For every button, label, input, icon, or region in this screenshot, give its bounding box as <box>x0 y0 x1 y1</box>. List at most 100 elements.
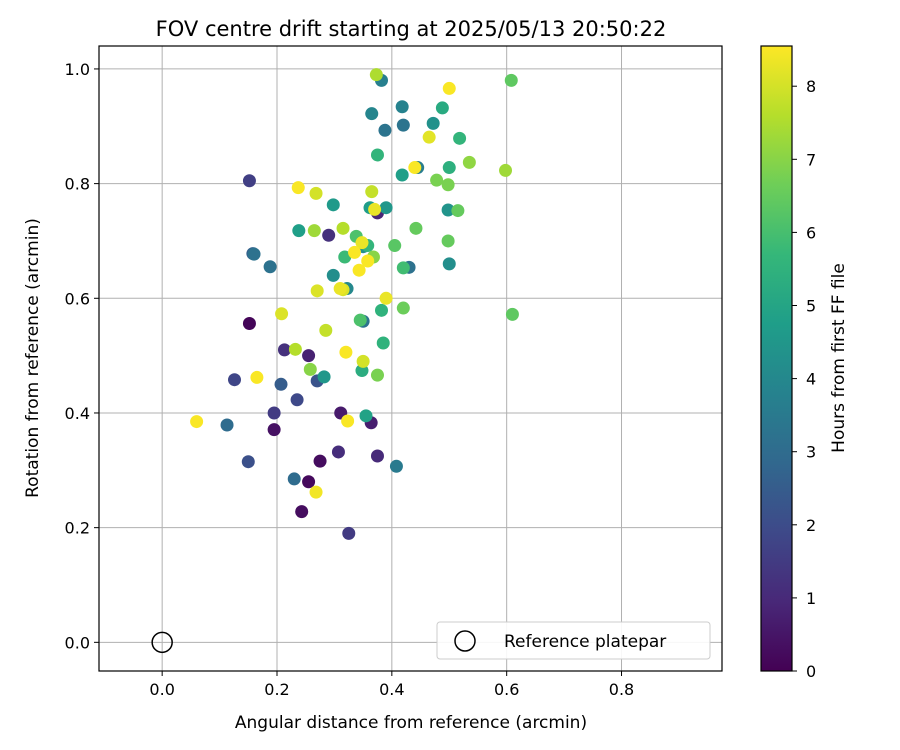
data-point <box>352 263 366 277</box>
data-point <box>348 245 362 259</box>
plot-frame <box>98 45 723 672</box>
data-point <box>290 393 304 407</box>
data-point <box>430 173 444 187</box>
colorbar: 0 1 2 3 4 5 6 7 8 Hours from first FF file <box>760 45 849 681</box>
data-point <box>369 68 383 82</box>
data-point <box>339 345 353 359</box>
data-point <box>422 130 436 144</box>
colorbar-tick-label: 2 <box>806 516 816 535</box>
data-point <box>307 224 321 238</box>
data-point <box>395 100 409 114</box>
data-point <box>462 155 476 169</box>
colorbar-tick-label: 4 <box>806 370 816 389</box>
data-point <box>365 185 379 199</box>
data-point <box>295 505 309 519</box>
colorbar-tick-label: 1 <box>806 589 816 608</box>
data-point <box>302 349 316 363</box>
data-point <box>309 485 323 499</box>
data-point <box>353 313 367 327</box>
x-tick-label: 0.6 <box>494 680 519 699</box>
data-point <box>228 373 242 387</box>
data-point <box>370 368 384 382</box>
data-point <box>336 221 350 235</box>
data-point <box>441 234 455 248</box>
colorbar-tick-label: 6 <box>806 223 816 242</box>
data-point <box>355 236 369 250</box>
legend: Reference platepar <box>436 621 711 660</box>
colorbar-tick-label: 8 <box>806 77 816 96</box>
data-point <box>368 202 382 216</box>
colorbar-frame <box>760 45 793 672</box>
data-point <box>288 342 302 356</box>
data-point <box>190 415 204 429</box>
y-tick-label: 0.0 <box>65 633 90 652</box>
data-point <box>375 303 389 317</box>
data-point <box>408 161 422 175</box>
data-point <box>378 123 392 137</box>
data-point <box>379 201 393 215</box>
data-point <box>409 221 423 235</box>
x-tick-label: 0.2 <box>264 680 289 699</box>
data-point <box>359 409 373 423</box>
data-point <box>505 307 519 321</box>
data-point <box>309 186 323 200</box>
y-axis-label: Rotation from reference (arcmin) <box>23 218 43 498</box>
data-point <box>356 354 370 368</box>
data-point <box>274 377 288 391</box>
data-point <box>396 301 410 315</box>
data-point <box>333 282 347 296</box>
data-point <box>426 116 440 130</box>
data-point <box>341 414 355 428</box>
data-point <box>242 317 256 331</box>
data-point <box>361 254 375 268</box>
data-point <box>499 163 513 177</box>
data-point <box>247 247 261 261</box>
data-point <box>388 239 402 253</box>
y-tick-label: 0.2 <box>65 519 90 538</box>
colorbar-gradient <box>761 46 792 671</box>
colorbar-label: Hours from first FF file <box>829 263 849 453</box>
data-point <box>326 268 340 282</box>
data-point <box>287 472 301 486</box>
data-point <box>451 204 465 218</box>
grid-lines <box>99 46 722 671</box>
colorbar-tick-label: 7 <box>806 150 816 169</box>
data-point <box>263 260 277 274</box>
data-point <box>250 370 264 384</box>
data-point <box>453 131 467 145</box>
data-point <box>326 198 340 212</box>
data-point <box>302 475 316 489</box>
data-point <box>342 526 356 540</box>
data-point <box>319 323 333 337</box>
data-point <box>504 73 518 87</box>
data-point <box>441 178 455 192</box>
data-point <box>442 257 456 271</box>
x-tick-label: 0.0 <box>149 680 174 699</box>
x-tick-label: 0.8 <box>609 680 634 699</box>
data-point <box>442 161 456 175</box>
data-point <box>241 455 255 469</box>
data-point <box>313 454 327 468</box>
data-point <box>389 459 403 473</box>
data-point <box>310 284 324 298</box>
data-point <box>338 250 352 264</box>
data-point <box>277 343 291 357</box>
colorbar-tick-label: 5 <box>806 297 816 316</box>
data-point <box>370 148 384 162</box>
data-point <box>441 203 455 217</box>
legend-label-reference: Reference platepar <box>504 632 666 652</box>
data-point <box>267 406 281 420</box>
data-point <box>435 101 449 115</box>
legend-box <box>436 621 711 660</box>
y-tick-label: 0.8 <box>65 175 90 194</box>
colorbar-ticks: 0 1 2 3 4 5 6 7 8 <box>792 77 816 681</box>
data-point <box>379 291 393 305</box>
colorbar-tick-label: 3 <box>806 443 816 462</box>
legend-open-circle-marker <box>454 630 476 652</box>
data-point <box>242 174 256 188</box>
x-tick-label: 0.4 <box>379 680 404 699</box>
data-point <box>267 423 281 437</box>
x-axis-label: Angular distance from reference (arcmin) <box>235 713 587 733</box>
y-axis-ticks: 0.0 0.2 0.4 0.6 0.8 1.0 <box>65 60 99 652</box>
